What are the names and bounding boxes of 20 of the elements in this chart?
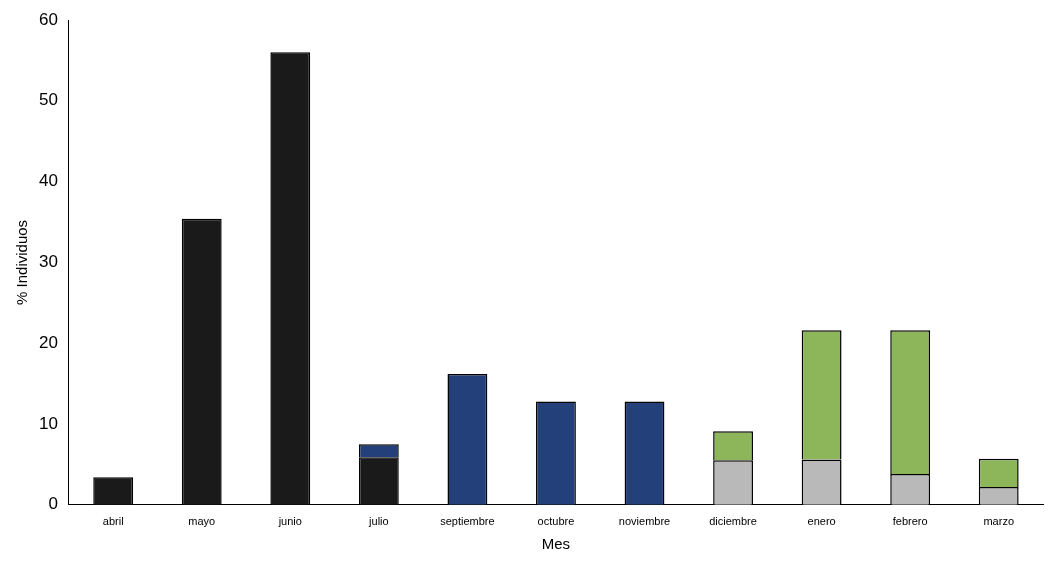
x-tick-label: septiembre bbox=[440, 515, 495, 528]
y-tick-label: 0 bbox=[48, 494, 58, 514]
y-tick-label: 30 bbox=[38, 252, 58, 272]
x-tick-label: marzo bbox=[983, 515, 1014, 528]
y-tick-label: 20 bbox=[38, 332, 58, 352]
x-tick-label: julio bbox=[368, 515, 389, 528]
x-tick-label: diciembre bbox=[709, 515, 757, 528]
x-tick-label: junio bbox=[277, 515, 302, 528]
x-tick-label: noviembre bbox=[618, 515, 671, 528]
y-tick-label: 10 bbox=[38, 413, 58, 433]
x-tick-label: abril bbox=[102, 515, 124, 528]
y-tick-label: 50 bbox=[38, 90, 58, 110]
y-axis-title: % Individuos bbox=[13, 219, 31, 305]
y-tick-label: 60 bbox=[38, 9, 58, 29]
x-tick-label: mayo bbox=[188, 515, 216, 528]
x-axis-title: Mes bbox=[541, 535, 571, 553]
y-tick-label: 40 bbox=[38, 171, 58, 191]
x-tick-label: febrero bbox=[892, 515, 928, 528]
x-tick-label: octubre bbox=[537, 515, 575, 528]
x-tick-label: enero bbox=[807, 515, 836, 528]
